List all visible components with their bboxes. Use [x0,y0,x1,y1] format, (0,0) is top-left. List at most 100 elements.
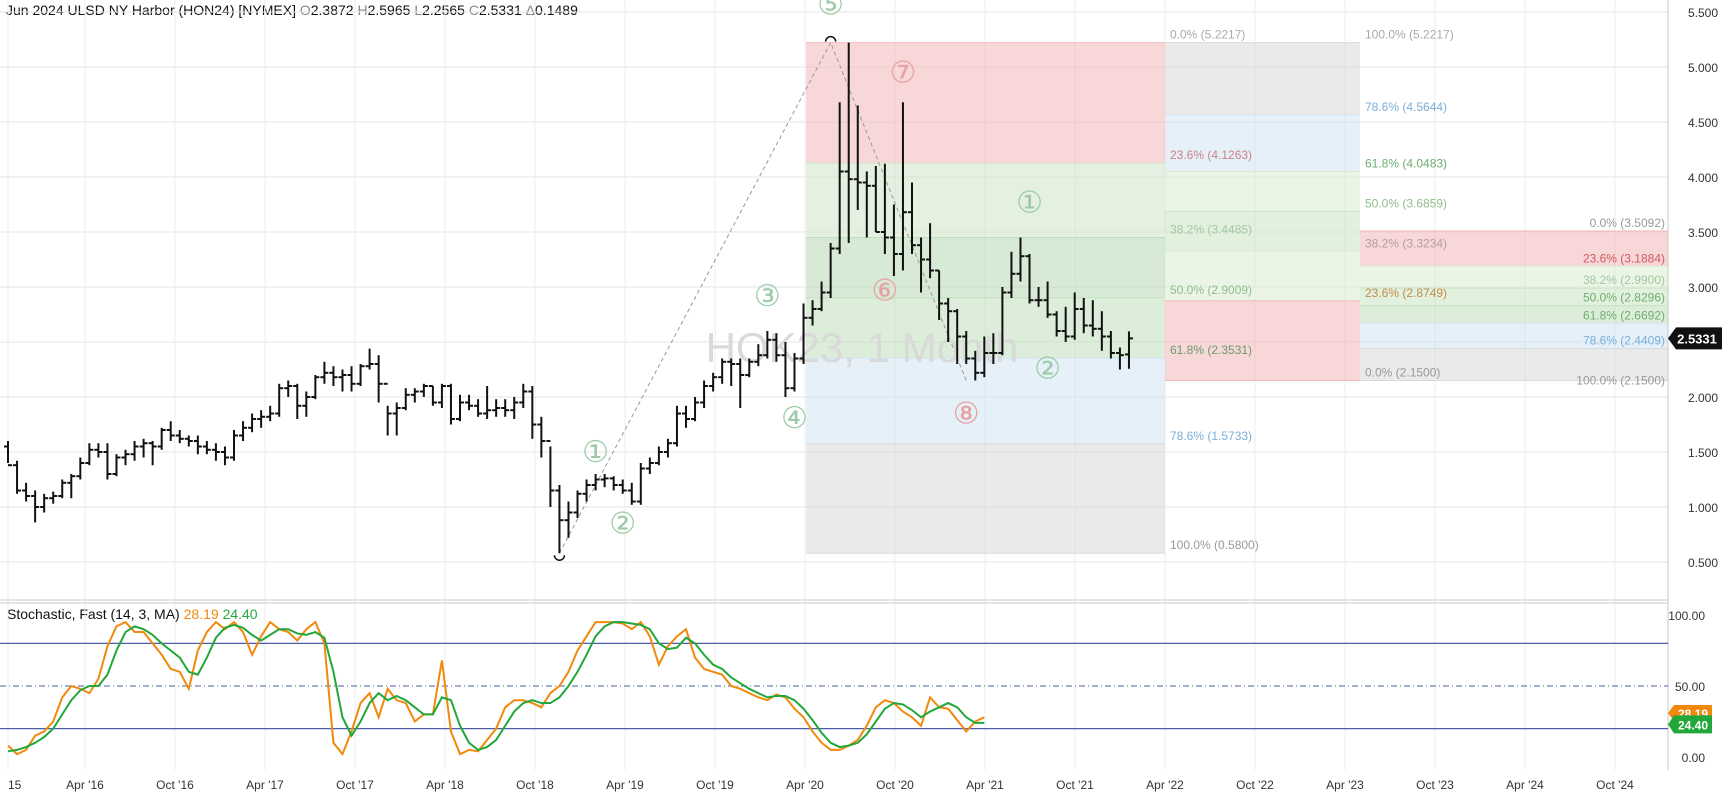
low-value: 2.2565 [422,2,465,18]
time-axis-tick: Apr '17 [246,778,284,792]
fib-right-label: 50.0% (2.8296) [1583,291,1665,305]
time-axis-tick: Apr '18 [426,778,464,792]
time-axis-tick: Oct '22 [1236,778,1274,792]
fib-left-label: 23.6% (4.1263) [1170,148,1252,162]
elliott-wave-label: ⑥ [871,274,898,307]
high-value: 2.5965 [367,2,411,18]
fib-right-zone [1360,230,1668,267]
fib-mid-label: 50.0% (3.6859) [1365,197,1447,211]
elliott-wave-label: ② [609,508,636,541]
elliott-wave-label: ③ [754,280,781,313]
fib-left-label: 50.0% (2.9009) [1170,283,1252,297]
high-label: H [357,2,368,18]
open-label: O [299,2,311,18]
last-price-tag: 2.5331 [1677,331,1717,346]
fib-right-label: 23.6% (3.1884) [1583,251,1665,265]
fib-right-zone [1360,266,1668,289]
price-axis-tick: 5.000 [1688,61,1718,75]
fib-mid-zone [1165,114,1360,172]
symbol-title: Jun 2024 ULSD NY Harbor (HON24) [NYMEX] [6,2,296,18]
elliott-wave-label: ⑤ [817,0,844,21]
fib-mid-label: 61.8% (4.0483) [1365,157,1447,171]
fib-left-label: 0.0% (5.2217) [1170,28,1245,42]
fib-right-label: 78.6% (2.4409) [1583,334,1665,348]
chart-watermark: HOK23, 1 Month [706,324,1019,371]
time-axis-tick: Oct '20 [876,778,914,792]
fib-right-zone [1360,305,1668,324]
fib-left-zone [806,443,1165,554]
fib-right-label: 38.2% (2.9900) [1583,273,1665,287]
elliott-wave-label: ⑦ [890,57,917,90]
chart-header: Jun 2024 ULSD NY Harbor (HON24) [NYMEX] … [6,2,578,18]
swing-high-marker [824,35,837,42]
fib-left-zone [806,163,1165,238]
price-axis-tick: 5.500 [1688,6,1718,20]
fib-mid-zone [1165,171,1360,212]
stochastic-k-value: 28.19 [183,606,219,622]
price-axis-tick: 2.000 [1688,391,1718,405]
fib-mid-zone [1165,42,1360,115]
change-value: 0.1489 [535,2,578,18]
fib-left-zone [806,237,1165,298]
elliott-wave-label: ① [1016,186,1043,219]
price-axis-tick: 3.000 [1688,281,1718,295]
fib-right-label: 100.0% (2.1500) [1576,374,1665,388]
stochastic-title: Stochastic, Fast (14, 3, MA) [7,606,180,622]
time-axis-tick: Oct '17 [336,778,374,792]
fib-right-zone [1360,348,1668,381]
fib-right-label: 61.8% (2.6692) [1583,308,1665,322]
time-axis-tick: Oct '18 [516,778,554,792]
price-axis-tick: 1.000 [1688,501,1718,515]
time-axis-tick: Apr '16 [66,778,104,792]
fib-right-zone [1360,288,1668,306]
elliott-wave-label: ② [1034,353,1061,386]
price-axis-tick: 0.500 [1688,556,1718,570]
fib-right-zone [1360,323,1668,349]
fib-left-zone [806,42,1165,164]
elliott-wave-label: ⑧ [953,398,980,431]
fib-mid-label: 100.0% (5.2217) [1365,28,1454,42]
price-axis-tick: 3.500 [1688,226,1718,240]
last-price-tag-bg [1668,327,1722,350]
fib-mid-zone [1165,251,1360,301]
stoch-d-tag: 24.40 [1678,718,1708,732]
fib-left-label: 61.8% (2.3531) [1170,343,1252,357]
stoch-axis-tick: 100.00 [1668,609,1705,623]
fib-mid-zone [1165,300,1360,381]
time-axis-tick: Apr '24 [1506,778,1544,792]
stoch-d-tag-bg [1668,715,1712,734]
time-axis-tick: Apr '21 [966,778,1004,792]
elliott-wave-label: ① [582,436,609,469]
fib-right-label: 0.0% (3.5092) [1590,216,1665,230]
time-axis-tick: Apr '19 [606,778,644,792]
time-axis-tick: Oct '23 [1416,778,1454,792]
fib-mid-zone [1165,211,1360,252]
close-value: 2.5331 [478,2,522,18]
fib-mid-label: 0.0% (2.1500) [1365,366,1440,380]
swing-low-marker [553,555,566,561]
stoch-axis-tick: 50.00 [1675,680,1705,694]
fib-left-label: 100.0% (0.5800) [1170,538,1259,552]
price-axis-tick: 4.000 [1688,171,1718,185]
fib-left-zone [806,297,1165,359]
time-axis-tick: 15 [8,778,22,792]
elliott-wave-label: ④ [781,402,808,435]
stochastic-d-value: 24.40 [222,606,258,622]
open-value: 2.3872 [310,2,354,18]
time-axis-tick: Apr '22 [1146,778,1184,792]
fib-mid-label: 78.6% (4.5644) [1365,100,1447,114]
fib-left-zone [806,358,1165,444]
time-axis-tick: Oct '24 [1596,778,1634,792]
close-label: C [468,2,479,18]
price-axis-tick: 4.500 [1688,116,1718,130]
time-axis-tick: Oct '19 [696,778,734,792]
stoch-axis-tick: 0.00 [1682,751,1706,765]
time-axis-tick: Oct '16 [156,778,194,792]
fib-mid-label: 23.6% (2.8749) [1365,286,1447,300]
change-label: Δ [525,2,536,18]
stochastic-k-line [7,620,985,757]
stochastic-d-line [7,621,985,753]
price-axis-tick: 1.500 [1688,446,1718,460]
fib-left-label: 78.6% (1.5733) [1170,429,1252,443]
